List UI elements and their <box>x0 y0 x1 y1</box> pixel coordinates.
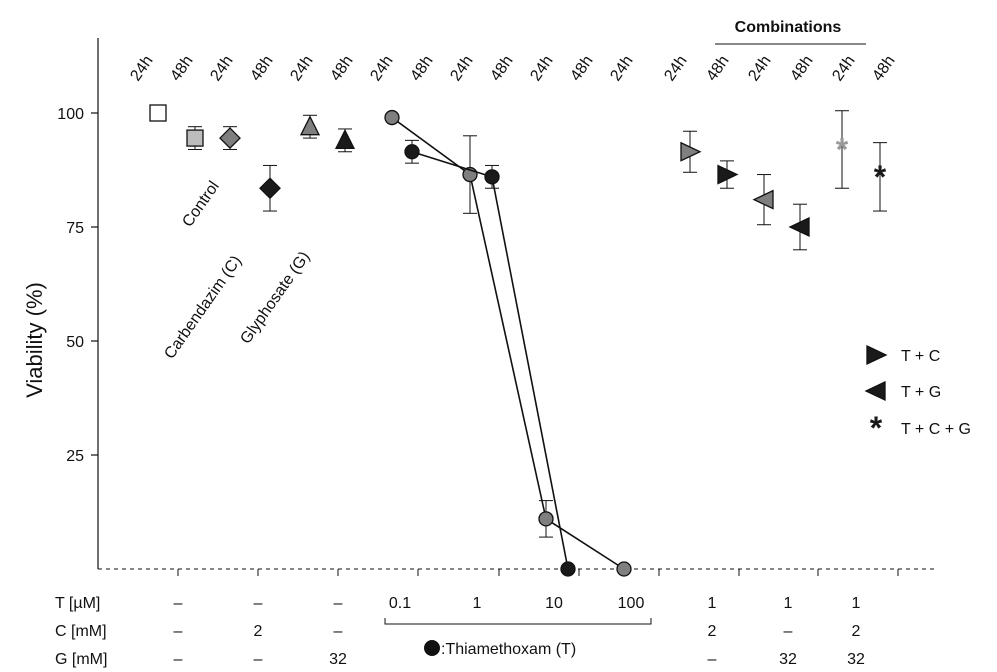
data-point <box>788 216 810 238</box>
time-label: 48h <box>327 53 356 85</box>
thiamethoxam-point <box>484 169 500 185</box>
condition-label: Control <box>179 178 223 230</box>
row-value: – <box>784 623 793 640</box>
thiamethoxam-bracket <box>384 618 652 625</box>
time-label: 24h <box>367 53 396 85</box>
thiamethoxam-legend-dot <box>424 640 440 656</box>
row-value: 32 <box>329 651 347 668</box>
legend-entry: T + C + G <box>901 421 971 438</box>
time-label: 24h <box>207 53 236 85</box>
y-tick-label: 50 <box>66 334 84 351</box>
y-tick-label: 25 <box>66 448 84 465</box>
time-label: 48h <box>567 53 596 85</box>
row-value: – <box>174 595 183 612</box>
error-bar <box>873 142 887 212</box>
data-point: * <box>836 131 849 167</box>
legend-entry: T + G <box>901 384 941 401</box>
data-point <box>186 129 204 147</box>
thiamethoxam-point <box>616 561 632 577</box>
time-label: 24h <box>661 53 690 85</box>
legend-marker: * <box>870 410 883 446</box>
row-value: – <box>174 651 183 668</box>
row-value: – <box>174 623 183 640</box>
time-label: 48h <box>787 53 816 85</box>
axes: 25 50 75 100 <box>57 38 938 625</box>
combinations-title: Combinations <box>735 19 842 36</box>
row-value: 100 <box>618 595 645 612</box>
data-point <box>334 128 356 150</box>
row-value: 1 <box>708 595 717 612</box>
row-value: – <box>708 651 717 668</box>
thiamethoxam-point <box>538 511 554 527</box>
thiamethoxam-point <box>384 109 400 126</box>
time-label: 48h <box>167 53 196 85</box>
row-value: 32 <box>847 651 865 668</box>
y-tick-label: 75 <box>66 220 84 237</box>
thiamethoxam-point <box>560 561 576 577</box>
time-label: 24h <box>447 53 476 85</box>
thiamethoxam-label: :Thiamethoxam (T) <box>441 641 576 658</box>
marks: ** <box>149 104 887 577</box>
legend-marker <box>866 344 888 366</box>
y-axis-title: Viability (%) <box>22 282 47 398</box>
error-bar <box>835 110 849 189</box>
row-value: 2 <box>708 623 717 640</box>
row-value: 2 <box>852 623 861 640</box>
legend: :Thiamethoxam (T) T + C T + G * T + C + G <box>424 344 971 658</box>
legend-marker <box>864 380 886 402</box>
row-label: G [mM] <box>55 651 107 668</box>
legend-entry: T + C <box>901 348 940 365</box>
thiamethoxam-line <box>391 116 625 570</box>
data-point: * <box>874 159 887 195</box>
row-value: 2 <box>254 623 263 640</box>
row-value: – <box>334 623 343 640</box>
y-tick-label: 100 <box>57 106 84 123</box>
row-value: 32 <box>779 651 797 668</box>
row-value: 1 <box>473 595 482 612</box>
time-label: 24h <box>829 53 858 85</box>
row-label: C [mM] <box>55 623 107 640</box>
time-label: 48h <box>247 53 276 85</box>
time-label: 48h <box>487 53 516 85</box>
row-value: 1 <box>852 595 861 612</box>
data-point <box>149 104 167 122</box>
time-label: 24h <box>745 53 774 85</box>
data-point <box>752 189 774 210</box>
row-value: – <box>254 595 263 612</box>
time-label: 48h <box>869 53 898 85</box>
time-label: 24h <box>607 53 636 85</box>
row-value: 1 <box>784 595 793 612</box>
time-label: 24h <box>287 53 316 85</box>
row-value: – <box>254 651 263 668</box>
row-value: 10 <box>545 595 563 612</box>
row-label: T [µM] <box>55 595 100 612</box>
data-point <box>299 115 321 136</box>
condition-label: Carbendazim (C) <box>161 253 245 363</box>
thiamethoxam-line <box>411 150 569 570</box>
time-label: 24h <box>127 53 156 85</box>
time-label: 48h <box>407 53 436 85</box>
row-value: 0.1 <box>389 595 411 612</box>
time-label: 48h <box>703 53 732 85</box>
data-point <box>717 164 739 185</box>
condition-label: Glyphosate (G) <box>237 249 313 348</box>
data-point <box>680 141 702 162</box>
data-point <box>219 127 241 149</box>
time-label: 24h <box>527 53 556 85</box>
row-value: – <box>334 595 343 612</box>
thiamethoxam-point <box>404 144 420 160</box>
data-point <box>259 177 281 200</box>
